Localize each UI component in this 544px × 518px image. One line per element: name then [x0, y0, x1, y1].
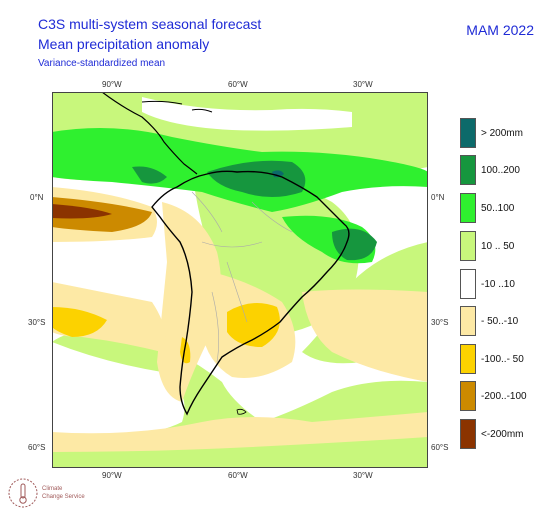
lat-label-left-30s: 30°S — [28, 318, 46, 327]
falkland-islands — [236, 408, 247, 415]
south-america-coastline — [151, 170, 350, 416]
legend-swatch-9 — [460, 419, 476, 449]
caribbean-islands — [141, 100, 213, 113]
lon-label-bottom-30w: 30°W — [353, 471, 373, 480]
anomaly-region-white-band-north — [142, 97, 352, 131]
anomaly-region-pacific-brown — [52, 204, 112, 219]
season-label: MAM 2022 — [466, 22, 534, 38]
copernicus-climate-logo-icon — [8, 478, 38, 508]
anomaly-region-andes-pale-yellow — [157, 202, 221, 402]
legend-label-9: <-200mm — [481, 429, 524, 440]
legend-swatch-8 — [460, 381, 476, 411]
legend-label-8: -200..-100 — [481, 391, 527, 402]
lat-label-left-60s: 60°S — [28, 443, 46, 452]
lat-label-right-0n: 0°N — [431, 193, 445, 202]
legend-label-7: -100..- 50 — [481, 354, 524, 365]
lon-label-top-60w: 60°W — [228, 80, 248, 89]
map-subtitle: Variance-standardized mean — [38, 58, 166, 69]
legend-label-3: 50..100 — [481, 203, 515, 214]
legend-label-4: 10 .. 50 — [481, 241, 515, 252]
lat-label-right-30s: 30°S — [431, 318, 449, 327]
legend-swatch-2 — [460, 155, 476, 185]
legend-swatch-4 — [460, 231, 476, 261]
lat-label-right-60s: 60°S — [431, 443, 449, 452]
anomaly-region-dark-green-pacific — [132, 166, 167, 184]
legend-swatch-3 — [460, 193, 476, 223]
precipitation-anomaly-map — [52, 92, 428, 468]
anomaly-region-white-band-east2 — [382, 219, 428, 237]
anomaly-region-south-pacific-yellow — [52, 307, 107, 337]
central-america-coastline — [101, 92, 198, 175]
legend-swatch-6 — [460, 306, 476, 336]
legend-label-6: - 50..-10 — [481, 316, 519, 327]
logo-text-line2: Change Service — [42, 494, 85, 500]
logo-text-line1: Climate — [42, 486, 63, 492]
anomaly-region-dark-green-north — [207, 160, 306, 197]
legend-swatch-1 — [460, 118, 476, 148]
lon-label-bottom-60w: 60°W — [228, 471, 248, 480]
anomaly-region-far-south-pale-yellow — [52, 412, 428, 452]
map-variable-title: Mean precipitation anomaly — [38, 36, 210, 52]
lon-label-top-90w: 90°W — [102, 80, 122, 89]
anomaly-region-rio-plata-yellow — [227, 303, 280, 347]
lon-label-bottom-90w: 90°W — [102, 471, 122, 480]
map-frame — [52, 92, 428, 468]
legend-label-1: > 200mm — [481, 128, 523, 139]
anomaly-region-dark-green-northeast-brazil — [332, 228, 377, 261]
legend-label-5: -10 ..10 — [481, 279, 515, 290]
legend-label-2: 100..200 — [481, 165, 520, 176]
map-title: C3S multi-system seasonal forecast — [38, 16, 262, 32]
anomaly-region-atlantic-pale-yellow — [302, 289, 428, 382]
lon-label-top-30w: 30°W — [353, 80, 373, 89]
lat-label-left-0n: 0°N — [30, 193, 44, 202]
legend-swatch-5 — [460, 269, 476, 299]
country-borders — [191, 191, 293, 363]
legend-swatch-7 — [460, 344, 476, 374]
